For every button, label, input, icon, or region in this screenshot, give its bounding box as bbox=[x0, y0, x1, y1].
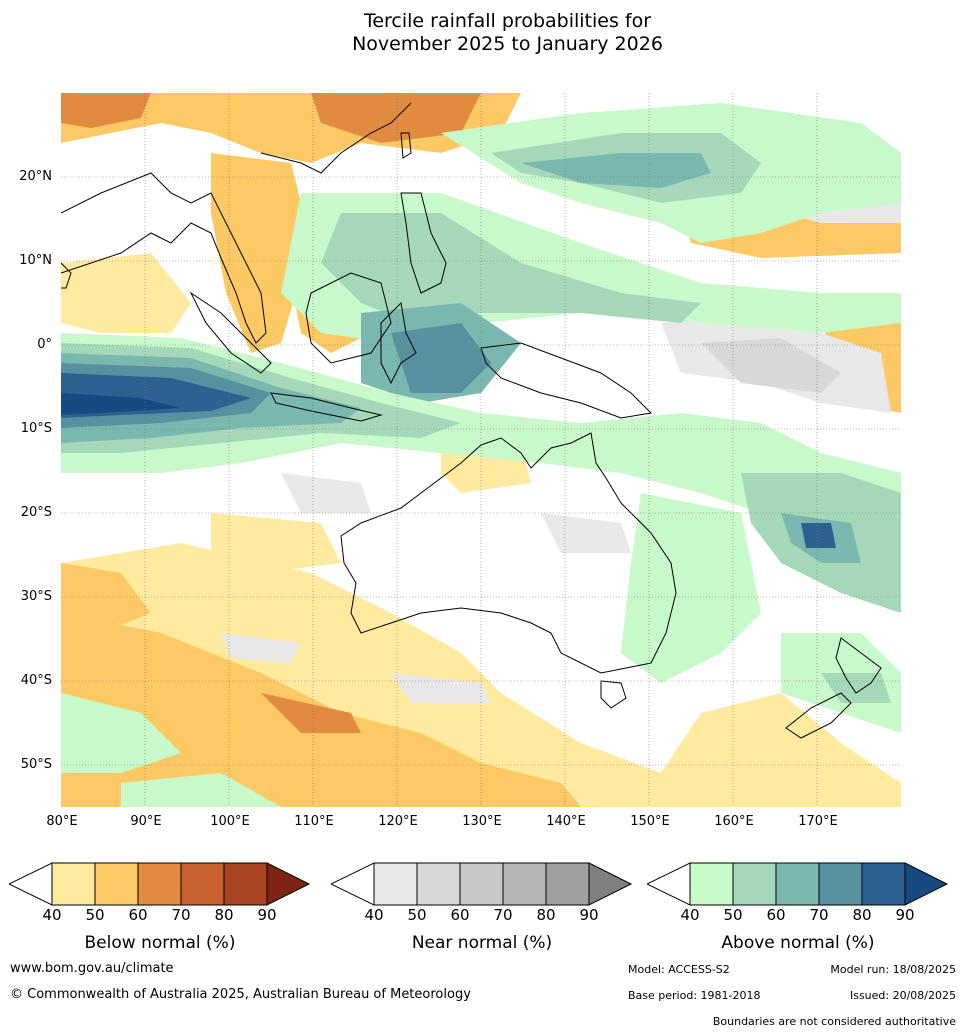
above-tick-50: 50 bbox=[723, 906, 743, 924]
sri-lanka-coastline bbox=[61, 262, 72, 289]
issued-text: Issued: 20/08/2025 bbox=[849, 989, 956, 1002]
lat-tick-10n: 10°N bbox=[19, 253, 52, 268]
below-normal-swatch-70 bbox=[180, 862, 225, 906]
above-tick-80: 80 bbox=[852, 906, 872, 924]
new-guinea-coastline bbox=[480, 342, 653, 419]
near-tick-80: 80 bbox=[536, 906, 556, 924]
near-normal-label: Near normal (%) bbox=[411, 933, 553, 953]
tasmania-coastline bbox=[600, 680, 627, 709]
below-normal-colorbar bbox=[9, 862, 311, 906]
lat-tick-40s: 40°S bbox=[20, 673, 52, 688]
below-tick-90: 90 bbox=[257, 906, 277, 924]
base-period-text: Base period: 1981-2018 bbox=[628, 989, 761, 1002]
china-coastline bbox=[260, 102, 412, 174]
above-normal-colorbar bbox=[647, 862, 949, 906]
lon-tick-120e: 120°E bbox=[378, 814, 418, 829]
below-tick-50: 50 bbox=[85, 906, 105, 924]
above-normal-swatch-40 bbox=[689, 862, 734, 906]
lat-tick-50s: 50°S bbox=[20, 757, 52, 772]
near-normal-swatch-80 bbox=[545, 862, 590, 906]
copyright-text: © Commonwealth of Australia 2025, Austra… bbox=[10, 987, 471, 1002]
below-tick-70: 70 bbox=[171, 906, 191, 924]
asia-coastline bbox=[61, 172, 267, 344]
near-tick-60: 60 bbox=[450, 906, 470, 924]
lon-tick-110e: 110°E bbox=[294, 814, 334, 829]
near-tick-70: 70 bbox=[493, 906, 513, 924]
philippines-coastline bbox=[400, 192, 447, 294]
sulawesi-coastline bbox=[380, 301, 417, 385]
below-normal-swatch-90 bbox=[266, 862, 311, 906]
below-normal-swatch-60 bbox=[137, 862, 182, 906]
map-canvas bbox=[61, 93, 901, 807]
lon-tick-90e: 90°E bbox=[130, 814, 162, 829]
near-normal-swatch-50 bbox=[416, 862, 461, 906]
below-tick-40: 40 bbox=[42, 906, 62, 924]
above-tick-40: 40 bbox=[680, 906, 700, 924]
website-link[interactable]: www.bom.gov.au/climate bbox=[10, 961, 174, 976]
above-normal-swatch-60 bbox=[775, 862, 820, 906]
below-normal-swatch-80 bbox=[223, 862, 268, 906]
new-zealand-north-coastline bbox=[835, 637, 882, 694]
taiwan-coastline bbox=[400, 132, 412, 159]
below-normal-label: Below normal (%) bbox=[84, 933, 236, 953]
lat-tick-10s: 10°S bbox=[20, 421, 52, 436]
near-normal-colorbar bbox=[331, 862, 633, 906]
lon-tick-80e: 80°E bbox=[46, 814, 78, 829]
near-normal-swatch-70 bbox=[502, 862, 547, 906]
near-tick-90: 90 bbox=[579, 906, 599, 924]
lon-tick-160e: 160°E bbox=[714, 814, 754, 829]
lat-tick-20s: 20°S bbox=[20, 505, 52, 520]
java-coastline bbox=[270, 392, 383, 422]
above-tick-90: 90 bbox=[895, 906, 915, 924]
below-tick-80: 80 bbox=[214, 906, 234, 924]
above-tick-60: 60 bbox=[766, 906, 786, 924]
lat-tick-0: 0° bbox=[37, 337, 52, 352]
chart-title: Tercile rainfall probabilities for Novem… bbox=[0, 10, 965, 56]
sumatra-coastline bbox=[189, 291, 272, 374]
near-tick-50: 50 bbox=[407, 906, 427, 924]
model-run-text: Model run: 18/08/2025 bbox=[830, 963, 956, 976]
disclaimer-text: Boundaries are not considered authoritat… bbox=[712, 1015, 956, 1028]
lon-tick-170e: 170°E bbox=[798, 814, 838, 829]
lon-tick-140e: 140°E bbox=[546, 814, 586, 829]
below-normal-swatch-40 bbox=[51, 862, 96, 906]
above-normal-swatch-80 bbox=[861, 862, 906, 906]
near-tick-40: 40 bbox=[364, 906, 384, 924]
near-normal-swatch-40 bbox=[373, 862, 418, 906]
borneo-coastline bbox=[305, 272, 392, 364]
lat-tick-20n: 20°N bbox=[19, 169, 52, 184]
australia-coastline bbox=[340, 432, 677, 674]
near-normal-swatch-90 bbox=[588, 862, 633, 906]
gridlines bbox=[61, 93, 901, 807]
new-zealand-south-coastline bbox=[785, 692, 852, 739]
above-normal-label: Above normal (%) bbox=[721, 933, 875, 953]
model-text: Model: ACCESS-S2 bbox=[628, 963, 730, 976]
title-line-1: Tercile rainfall probabilities for bbox=[363, 10, 652, 32]
above-tick-70: 70 bbox=[809, 906, 829, 924]
title-line-2: November 2025 to January 2026 bbox=[352, 33, 663, 55]
lon-tick-150e: 150°E bbox=[630, 814, 670, 829]
rainfall-probability-map bbox=[61, 93, 901, 807]
above-normal-swatch-50 bbox=[732, 862, 777, 906]
above-normal-regions bbox=[61, 103, 901, 807]
lon-tick-100e: 100°E bbox=[210, 814, 250, 829]
below-normal-swatch-50 bbox=[94, 862, 139, 906]
near-normal-swatch-60 bbox=[459, 862, 504, 906]
above-normal-swatch-90 bbox=[904, 862, 949, 906]
lon-tick-130e: 130°E bbox=[462, 814, 502, 829]
lat-tick-30s: 30°S bbox=[20, 589, 52, 604]
above-normal-swatch-70 bbox=[818, 862, 863, 906]
below-tick-60: 60 bbox=[128, 906, 148, 924]
coastlines bbox=[61, 102, 882, 739]
